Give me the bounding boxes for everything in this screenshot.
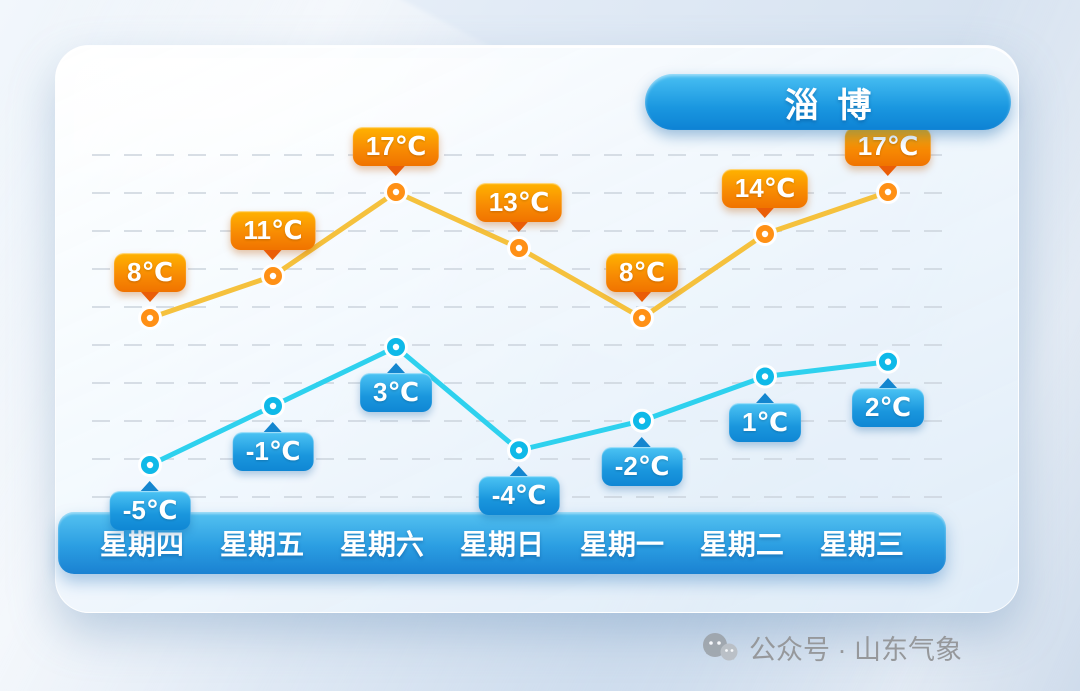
day-label: 星期三 bbox=[819, 529, 904, 560]
high-temp-label: 14℃ bbox=[721, 169, 809, 208]
day-label: 星期六 bbox=[339, 529, 424, 560]
high-temp-label: 17℃ bbox=[352, 127, 440, 166]
high-temp-label: 11℃ bbox=[230, 211, 316, 250]
day-labels-bar: 星期四 星期五 星期六 星期日 星期一 星期二 星期三 bbox=[58, 512, 946, 574]
low-temp-label: -5℃ bbox=[109, 491, 191, 530]
watermark: 公众号 · 山东气象 bbox=[701, 628, 962, 667]
day-label: 星期五 bbox=[219, 529, 304, 560]
high-temp-label: 8℃ bbox=[114, 253, 186, 292]
day-label: 星期日 bbox=[459, 529, 544, 560]
low-temp-label: -1℃ bbox=[232, 432, 314, 471]
day-label: 星期二 bbox=[699, 529, 784, 560]
high-temp-label: 13℃ bbox=[475, 183, 563, 222]
low-temp-label: -2℃ bbox=[601, 446, 683, 486]
wechat-icon bbox=[701, 632, 739, 664]
city-name: 淄博 bbox=[784, 86, 891, 125]
low-temp-label: 3℃ bbox=[360, 373, 432, 412]
low-temp-label: 1℃ bbox=[729, 402, 801, 442]
low-temp-label: -4℃ bbox=[478, 476, 560, 516]
low-temp-label: 2℃ bbox=[852, 387, 924, 427]
watermark-text: 公众号 · 山东气象 bbox=[749, 635, 962, 665]
day-label: 星期一 bbox=[579, 529, 664, 560]
high-temp-label: 8℃ bbox=[606, 253, 678, 292]
city-title-badge: 淄博 bbox=[645, 74, 1011, 130]
high-temp-label: 17℃ bbox=[844, 127, 932, 166]
